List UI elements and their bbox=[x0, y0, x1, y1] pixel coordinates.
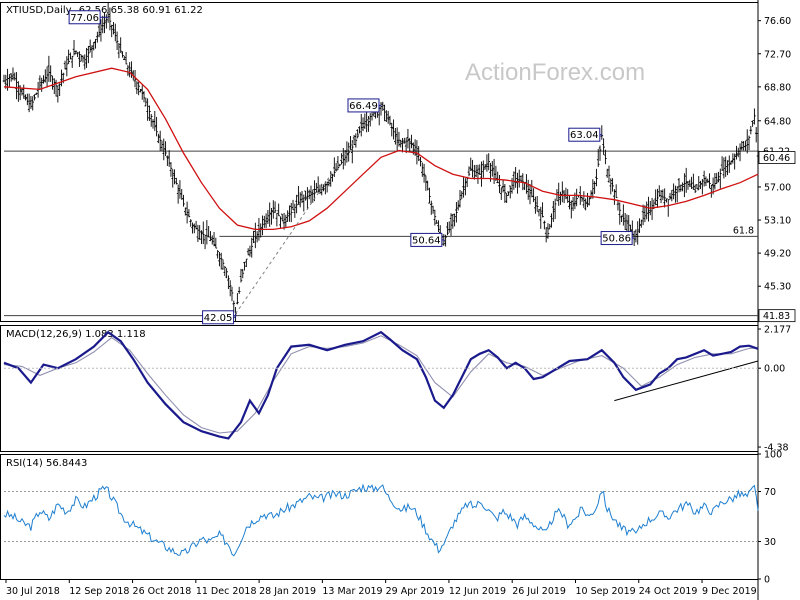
price-trendline bbox=[235, 114, 373, 315]
price-annotations: 77.06 42.05 66.49 50.64 63.04 50.86 bbox=[68, 10, 635, 325]
annotation-label: 50.64 bbox=[412, 235, 441, 246]
annotation-label: 77.06 bbox=[70, 13, 99, 24]
annotation-box bbox=[68, 10, 101, 25]
price-axis-marker: 41.83 bbox=[763, 311, 790, 322]
x-tick-label: 28 Jan 2019 bbox=[259, 586, 316, 597]
macd-trendline bbox=[614, 360, 759, 402]
x-tick-label: 9 Dec 2019 bbox=[702, 586, 757, 597]
rsi-line bbox=[3, 483, 759, 557]
price-tick-label: 45.30 bbox=[764, 282, 791, 293]
chart-ohlc: 62.56 65.38 60.91 61.22 bbox=[79, 5, 203, 16]
chart-symbol: XTIUSD,Daily bbox=[6, 5, 72, 16]
price-dotted-trendline bbox=[235, 114, 373, 315]
x-tick-label: 12 Jun 2019 bbox=[449, 586, 506, 597]
rsi-axis: 100 70 30 0 bbox=[758, 450, 782, 586]
price-axis: 76.60 72.70 68.80 64.80 57.00 53.10 49.20 45.30… bbox=[758, 16, 796, 323]
annotation-label: 42.05 bbox=[204, 313, 233, 324]
macd-title: MACD(12,26,9) 1.083 1.118 bbox=[6, 329, 146, 340]
annotation-box bbox=[202, 310, 235, 325]
x-tick-label: 30 Jul 2018 bbox=[6, 586, 60, 597]
price-tick-label: 68.80 bbox=[764, 82, 791, 93]
annotation-box bbox=[410, 232, 443, 247]
annotation-box bbox=[347, 98, 380, 113]
watermark: ActionForex.com bbox=[465, 59, 645, 86]
annotation-label: 66.49 bbox=[349, 101, 378, 112]
rsi-tick-label: 0 bbox=[764, 575, 770, 586]
annotation-box bbox=[568, 127, 601, 142]
panel-frames bbox=[0, 0, 759, 600]
annotation-label: 50.86 bbox=[602, 234, 631, 245]
macd-line bbox=[3, 330, 759, 440]
x-tick-label: 11 Dec 2018 bbox=[196, 586, 257, 597]
rsi-title: RSI(14) 56.8443 bbox=[6, 458, 87, 469]
x-tick-label: 29 Apr 2019 bbox=[386, 586, 445, 597]
chart-title: XTIUSD,Daily 62.56 65.38 60.91 61.22 bbox=[6, 5, 203, 16]
price-axis-marker: 60.46 bbox=[763, 153, 790, 164]
x-tick-label: 26 Jul 2019 bbox=[512, 586, 566, 597]
x-tick-label: 13 Mar 2019 bbox=[322, 586, 382, 597]
moving-average-line bbox=[3, 67, 759, 231]
price-bars bbox=[2, 2, 760, 322]
price-tick-label: 76.60 bbox=[764, 16, 791, 27]
annotation-label: 63.04 bbox=[570, 130, 599, 141]
macd-tick-label: -4.38 bbox=[764, 443, 789, 454]
price-tick-label: 49.20 bbox=[764, 249, 791, 260]
rsi-tick-label: 100 bbox=[764, 450, 782, 461]
price-axis-marker-box bbox=[758, 151, 796, 164]
price-tick-label: 72.70 bbox=[764, 49, 791, 60]
x-tick-label: 12 Sep 2018 bbox=[69, 586, 129, 597]
price-tick-label: 64.80 bbox=[764, 116, 791, 127]
rsi-tick-label: 30 bbox=[764, 537, 776, 548]
x-axis: 30 Jul 2018 12 Sep 2018 26 Oct 2018 11 Dec … bbox=[5, 579, 757, 597]
rsi-tick-label: 70 bbox=[764, 487, 776, 498]
price-tick-label: 57.00 bbox=[764, 182, 791, 193]
price-axis-marker-box bbox=[758, 309, 796, 323]
macd-axis: 2.177 0.00 -4.38 bbox=[4, 325, 791, 454]
price-hlines: 61.8 bbox=[4, 150, 758, 317]
annotation-box bbox=[600, 231, 633, 246]
x-tick-label: 26 Oct 2018 bbox=[133, 586, 192, 597]
macd-signal-line bbox=[3, 335, 759, 434]
price-tick-label: 53.10 bbox=[764, 216, 791, 227]
x-tick-label: 10 Sep 2019 bbox=[575, 586, 635, 597]
x-tick-label: 24 Oct 2019 bbox=[639, 586, 698, 597]
macd-tick-label: 0.00 bbox=[764, 364, 785, 375]
fib-level-label: 61.8 bbox=[733, 225, 754, 236]
rsi-lines bbox=[3, 483, 759, 557]
macd-lines bbox=[3, 330, 759, 440]
price-moving-average bbox=[3, 67, 759, 231]
macd-tick-label: 2.177 bbox=[764, 325, 791, 336]
